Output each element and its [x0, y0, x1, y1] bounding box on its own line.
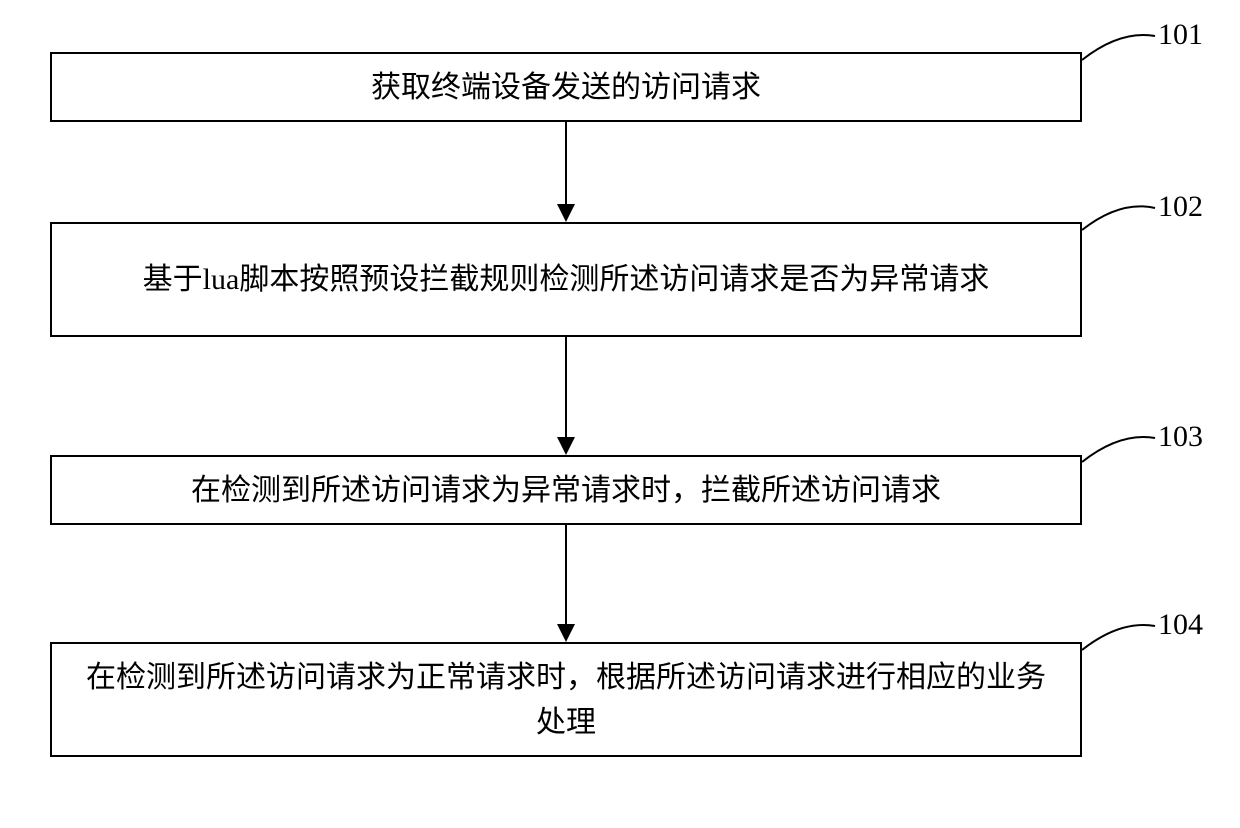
- step-label-103: 103: [1158, 420, 1203, 454]
- step-label-104: 104: [1158, 608, 1203, 642]
- callout-curves: [0, 0, 1240, 828]
- step-label-101: 101: [1158, 18, 1203, 52]
- flowchart-canvas: 获取终端设备发送的访问请求 基于lua脚本按照预设拦截规则检测所述访问请求是否为…: [0, 0, 1240, 828]
- step-label-102: 102: [1158, 190, 1203, 224]
